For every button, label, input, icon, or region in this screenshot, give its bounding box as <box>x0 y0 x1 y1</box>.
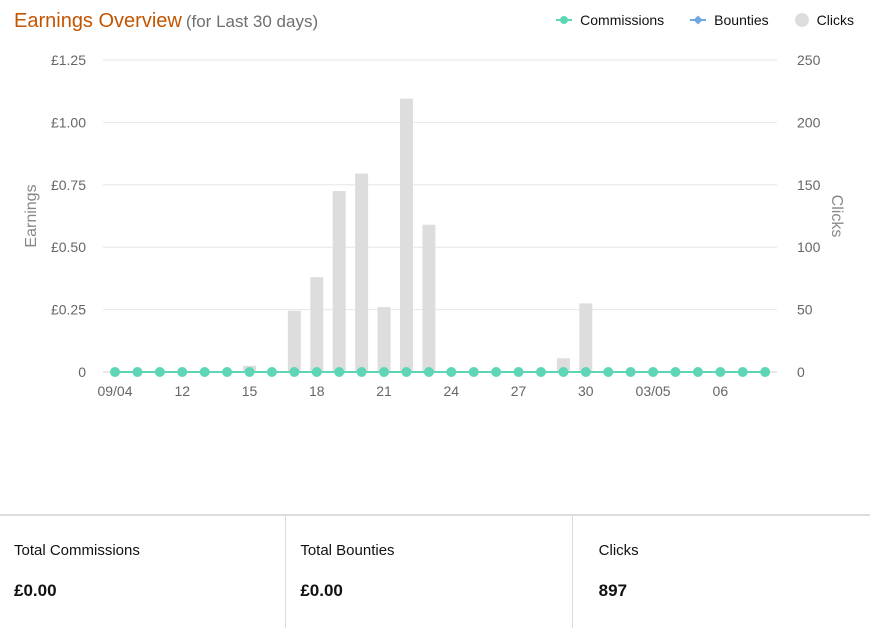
y2-tick-label: 50 <box>797 302 813 318</box>
summary-value: 897 <box>598 581 628 600</box>
summary-clicks: Clicks 897 <box>573 516 870 628</box>
x-tick-label: 09/04 <box>97 383 132 399</box>
summary-label: Total Bounties <box>300 542 395 559</box>
summary-bar: Total Commissions £0.00 Total Bounties £… <box>0 514 870 628</box>
chart-title-block: Earnings Overview (for Last 30 days) <box>14 10 318 33</box>
commissions-point <box>266 367 277 377</box>
legend-item-commissions[interactable]: Commissions <box>556 12 664 28</box>
summary-label: Total Commissions <box>14 542 140 559</box>
y2-tick-label: 150 <box>797 177 821 193</box>
x-tick-label: 30 <box>578 383 594 399</box>
commissions-point <box>625 367 636 377</box>
x-tick-label: 24 <box>444 383 460 399</box>
commissions-point <box>199 367 210 377</box>
clicks-bar <box>422 224 436 372</box>
page-subtitle: (for Last 30 days) <box>185 12 319 31</box>
commissions-point <box>446 367 457 377</box>
commissions-point <box>132 367 143 377</box>
commissions-point <box>289 367 300 377</box>
commissions-point <box>580 367 591 377</box>
commissions-point <box>760 367 771 377</box>
commissions-point <box>535 367 546 377</box>
summary-total-bounties: Total Bounties £0.00 <box>286 516 573 628</box>
y-tick-label: 0 <box>78 364 86 380</box>
commissions-point <box>513 367 524 377</box>
bounties-marker-icon <box>690 15 707 25</box>
commissions-point <box>692 367 703 377</box>
commissions-point <box>379 367 390 377</box>
commissions-point <box>154 367 165 377</box>
legend-label-bounties: Bounties <box>714 12 769 28</box>
commissions-point <box>648 367 659 377</box>
commissions-marker-icon <box>556 15 573 25</box>
x-tick-label: 03/05 <box>636 383 671 399</box>
chart-legend: Commissions Bounties Clicks <box>556 12 854 28</box>
clicks-bar <box>399 98 413 373</box>
x-tick-label: 06 <box>713 383 729 399</box>
commissions-point <box>468 367 479 377</box>
y-tick-label: £0.25 <box>51 302 86 318</box>
commissions-point <box>222 367 233 377</box>
y2-tick-label: 0 <box>797 364 805 380</box>
y2-axis-title: Clicks <box>828 195 845 238</box>
x-tick-label: 18 <box>309 383 325 399</box>
clicks-bar <box>310 277 324 372</box>
x-tick-label: 12 <box>174 383 190 399</box>
y-axis-title: Earnings <box>23 184 40 247</box>
earnings-chart: £1.25 250£1.00 200£0.75 150£0.50 100£0.25 500… <box>23 52 845 399</box>
clicks-bar <box>287 310 301 372</box>
legend-item-bounties[interactable]: Bounties <box>690 12 769 28</box>
commissions-point <box>110 367 120 377</box>
commissions-point <box>401 367 412 377</box>
y-tick-label: £0.50 <box>51 239 86 255</box>
page-title: Earnings Overview <box>14 10 182 32</box>
y-tick-label: £0.75 <box>51 177 86 193</box>
commissions-point <box>491 367 502 377</box>
clicks-bar <box>332 191 346 372</box>
commissions-point <box>737 367 748 377</box>
y2-tick-label: 200 <box>797 114 821 130</box>
legend-label-commissions: Commissions <box>580 12 665 28</box>
y2-tick-label: 100 <box>797 239 821 255</box>
x-tick-label: 15 <box>242 383 258 399</box>
y2-tick-label: 250 <box>797 52 821 68</box>
legend-label-clicks: Clicks <box>816 12 854 28</box>
clicks-bar <box>579 303 593 372</box>
clicks-bar <box>355 173 369 372</box>
commissions-point <box>423 367 434 377</box>
y-tick-label: £1.25 <box>51 52 86 68</box>
commissions-point <box>603 367 614 377</box>
commissions-point <box>177 367 188 377</box>
summary-label: Clicks <box>598 542 639 559</box>
summary-value: £0.00 <box>300 581 343 600</box>
y-tick-label: £1.00 <box>51 114 86 130</box>
commissions-point <box>244 367 255 377</box>
commissions-point <box>670 367 681 377</box>
commissions-point <box>311 367 322 377</box>
commissions-point <box>558 367 569 377</box>
summary-total-commissions: Total Commissions £0.00 <box>0 516 287 628</box>
clicks-bar <box>377 307 391 372</box>
clicks-marker-icon <box>794 13 809 27</box>
summary-value: £0.00 <box>14 581 57 600</box>
x-tick-label: 21 <box>376 383 392 399</box>
legend-item-clicks[interactable]: Clicks <box>794 12 854 28</box>
commissions-point <box>334 367 345 377</box>
commissions-point <box>356 367 367 377</box>
x-tick-label: 27 <box>511 383 527 399</box>
commissions-point <box>715 367 726 377</box>
